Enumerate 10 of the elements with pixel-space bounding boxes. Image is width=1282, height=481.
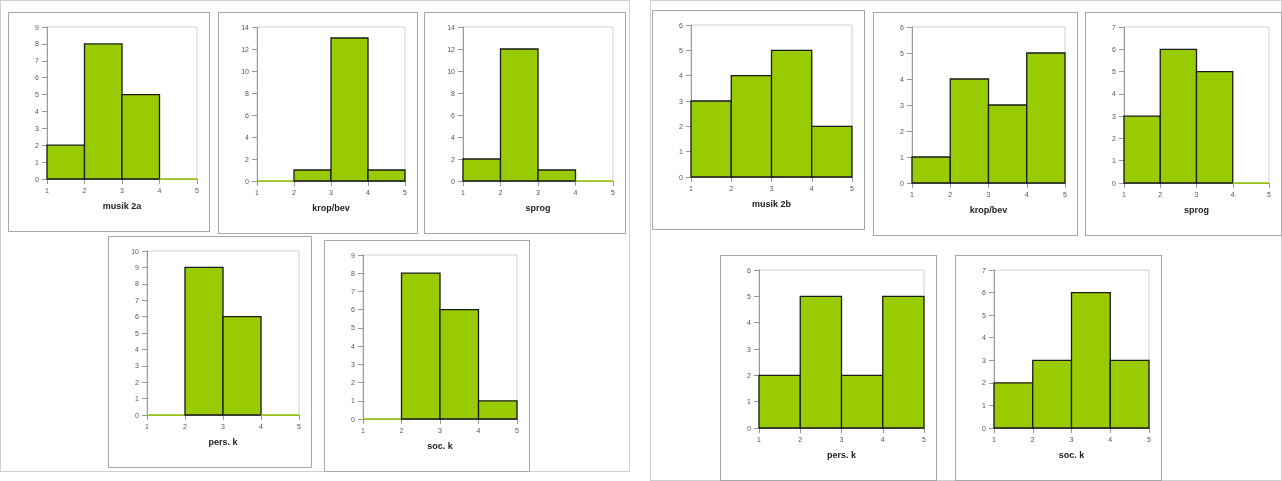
x-axis-title: musik 2a	[102, 200, 143, 211]
x-axis-title: pers. k	[826, 449, 857, 460]
x-axis-title: krop/bev	[312, 202, 350, 213]
x-axis-title: sprog	[1183, 204, 1210, 215]
x-axis-title: pers. k	[208, 436, 239, 447]
x-axis-title: musik 2b	[751, 198, 792, 209]
x-axis-title: soc. k	[427, 440, 454, 451]
x-axis-title: krop/bev	[969, 204, 1008, 215]
x-axis-title: sprog	[525, 202, 551, 213]
x-axis-title: soc. k	[1058, 449, 1086, 460]
